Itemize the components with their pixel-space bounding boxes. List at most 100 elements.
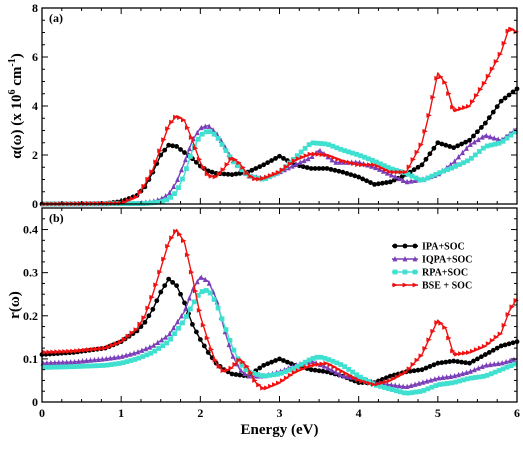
data-point: [388, 172, 394, 178]
data-point: [456, 371, 461, 378]
data-point: [434, 320, 440, 325]
series-markers: [41, 129, 518, 207]
data-point: [387, 179, 393, 185]
data-point: [116, 361, 122, 366]
data-point: [347, 160, 353, 166]
data-point: [227, 337, 233, 343]
data-point: [180, 176, 185, 182]
data-point: [212, 357, 219, 363]
data-point: [143, 345, 149, 352]
data-point: [348, 172, 354, 178]
data-point: [298, 361, 304, 367]
data-point: [263, 373, 268, 379]
series-line: [41, 124, 518, 205]
data-point: [437, 170, 443, 176]
data-point: [392, 173, 398, 180]
data-point: [156, 199, 162, 205]
data-point: [412, 381, 418, 387]
x-axis-title: Energy (eV): [241, 422, 319, 438]
y-axis-title-part: 6: [7, 89, 18, 94]
series-bse-soc: [41, 228, 519, 391]
data-point: [413, 389, 419, 395]
data-point: [244, 170, 250, 176]
data-point: [504, 364, 510, 370]
data-point: [103, 355, 109, 362]
data-point: [513, 297, 519, 303]
data-point: [149, 169, 155, 175]
data-point: [360, 176, 366, 182]
data-point: [163, 334, 169, 340]
data-point: [492, 369, 498, 375]
data-point: [302, 359, 308, 365]
data-point: [505, 28, 511, 34]
data-point: [145, 176, 151, 182]
data-point: [401, 390, 407, 396]
data-point: [385, 386, 391, 391]
data-point: [394, 169, 401, 175]
data-point: [409, 390, 415, 395]
data-point: [502, 95, 508, 101]
legend-marker: [412, 243, 418, 249]
data-point: [343, 159, 349, 165]
data-point: [174, 283, 179, 288]
data-point: [149, 294, 155, 300]
data-point: [469, 375, 474, 381]
data-point: [362, 154, 367, 160]
data-point: [496, 140, 502, 146]
series-ipa-soc: [39, 86, 520, 207]
data-point: [227, 154, 233, 160]
data-point: [339, 368, 345, 374]
data-point: [471, 358, 476, 364]
data-point: [368, 180, 373, 185]
data-point: [327, 362, 333, 368]
data-point: [415, 164, 421, 170]
data-point: [226, 341, 232, 348]
data-point: [355, 162, 361, 167]
data-point: [423, 365, 429, 371]
data-point: [290, 365, 296, 371]
data-point: [393, 167, 399, 173]
data-point: [113, 341, 120, 347]
data-point: [289, 163, 295, 169]
data-point: [330, 358, 336, 364]
data-point: [358, 374, 363, 380]
data-point: [232, 362, 238, 367]
data-point: [330, 143, 336, 149]
data-point: [418, 353, 424, 359]
data-point: [461, 377, 466, 383]
x-tick-label: 5: [435, 406, 441, 420]
data-point: [456, 154, 461, 160]
data-point: [499, 359, 505, 366]
data-point: [334, 145, 340, 151]
data-point: [469, 348, 476, 354]
y-tick-label: 0: [32, 395, 38, 409]
series-markers: [40, 123, 517, 207]
data-point: [160, 198, 166, 204]
data-point: [244, 363, 250, 369]
data-point: [504, 135, 510, 141]
data-point: [231, 159, 237, 165]
data-point: [291, 370, 298, 375]
data-point: [399, 174, 405, 179]
data-point: [171, 183, 176, 190]
data-point: [429, 173, 435, 179]
data-point: [167, 189, 173, 196]
data-point: [327, 153, 333, 159]
data-point: [128, 358, 134, 363]
data-point: [366, 379, 371, 384]
data-point: [140, 354, 146, 359]
data-point: [203, 288, 209, 293]
legend-marker: [392, 269, 398, 275]
data-point: [464, 369, 469, 376]
data-point: [425, 175, 431, 181]
data-point: [323, 152, 329, 158]
data-point: [342, 364, 348, 370]
data-point: [350, 150, 356, 156]
data-point: [382, 379, 389, 385]
data-point: [268, 383, 274, 389]
data-point: [336, 168, 342, 174]
data-point: [89, 363, 94, 369]
data-point: [260, 176, 266, 181]
data-point: [450, 348, 456, 354]
data-point: [46, 349, 52, 355]
